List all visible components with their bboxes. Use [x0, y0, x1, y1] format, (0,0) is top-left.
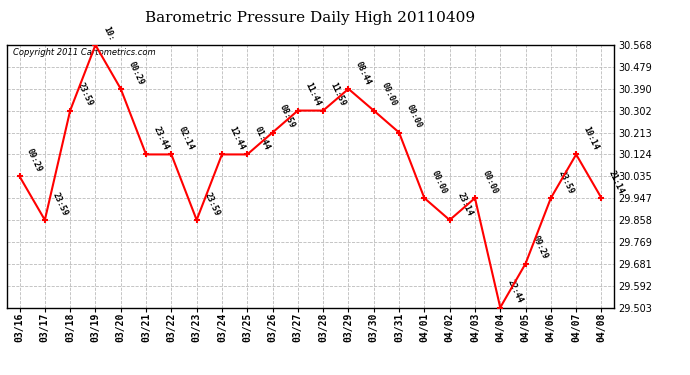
Text: 08:59: 08:59: [278, 103, 297, 130]
Text: 00:00: 00:00: [480, 169, 500, 195]
Text: 10:: 10:: [101, 25, 115, 42]
Text: Barometric Pressure Daily High 20110409: Barometric Pressure Daily High 20110409: [146, 11, 475, 25]
Text: 00:00: 00:00: [380, 81, 398, 108]
Text: 00:29: 00:29: [126, 60, 145, 86]
Text: 11:44: 11:44: [304, 81, 322, 108]
Text: 00:00: 00:00: [404, 103, 424, 130]
Text: 08:44: 08:44: [354, 60, 373, 86]
Text: Copyright 2011 Cartometrics.com: Copyright 2011 Cartometrics.com: [13, 48, 156, 57]
Text: 23:59: 23:59: [76, 81, 95, 108]
Text: 21:14: 21:14: [607, 169, 626, 195]
Text: 01:44: 01:44: [253, 125, 272, 152]
Text: 00:00: 00:00: [430, 169, 448, 195]
Text: 23:59: 23:59: [50, 191, 69, 217]
Text: 11:59: 11:59: [328, 81, 348, 108]
Text: 10:14: 10:14: [582, 125, 600, 152]
Text: 23:59: 23:59: [202, 191, 221, 217]
Text: 02:14: 02:14: [177, 125, 196, 152]
Text: 23:14: 23:14: [455, 191, 474, 217]
Text: 23:59: 23:59: [556, 169, 575, 195]
Text: 12:44: 12:44: [228, 125, 246, 152]
Text: 09:29: 09:29: [531, 234, 550, 261]
Text: 23:44: 23:44: [152, 125, 170, 152]
Text: 22:44: 22:44: [506, 278, 524, 305]
Text: 09:29: 09:29: [25, 147, 44, 174]
